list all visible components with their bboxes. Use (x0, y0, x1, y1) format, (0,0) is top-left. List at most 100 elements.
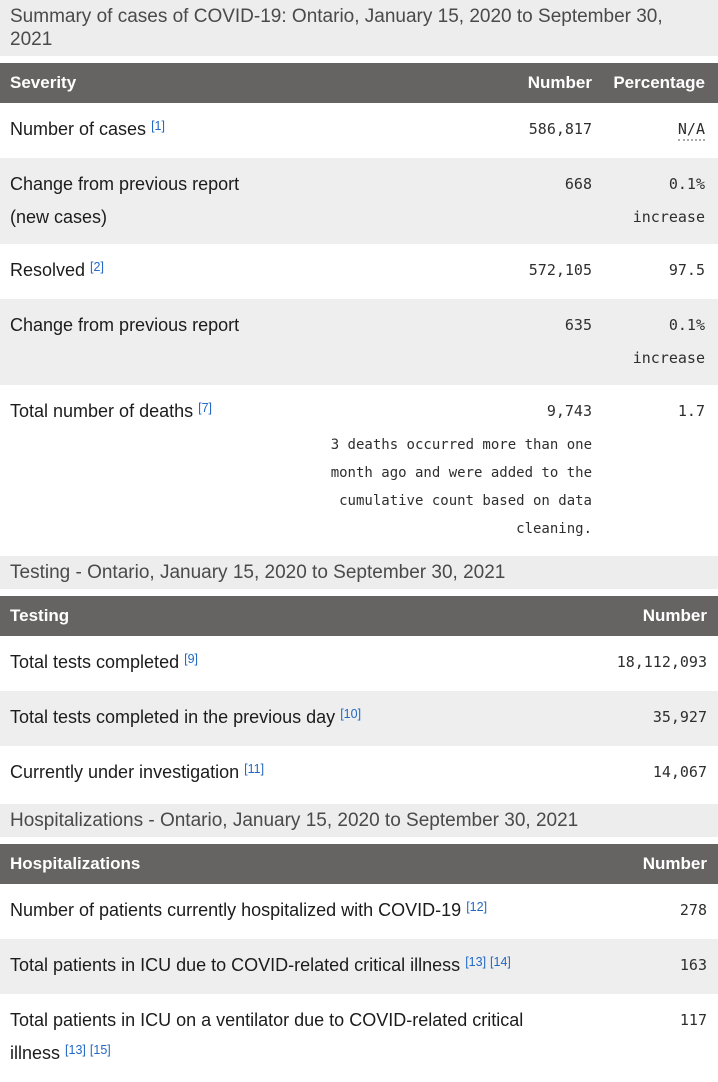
testing-section: Testing - Ontario, January 15, 2020 to S… (0, 556, 718, 801)
value-cell: 35,927 (588, 691, 718, 746)
footnote-link[interactable]: [11] (244, 762, 265, 776)
value-cell: 635 (322, 299, 600, 385)
row-label: Total patients in ICU due to COVID-relat… (10, 955, 461, 975)
value-cell: N/A (600, 103, 718, 158)
hospitalizations-section: Hospitalizations - Ontario, January 15, … (0, 804, 718, 1082)
row-label: Resolved (10, 260, 86, 280)
value-cell: 0.1% increase (600, 158, 718, 244)
column-header-number: Number (322, 63, 600, 103)
header-row: Severity Number Percentage (0, 63, 718, 103)
row-label-cell: Total patients in ICU due to COVID-relat… (0, 939, 588, 994)
value-cell: 9,743 3 deaths occurred more than one mon… (322, 385, 600, 553)
value-text: 18,112,093 (616, 653, 707, 671)
row-label: Currently under investigation (10, 762, 240, 782)
row-label-cell: Total tests completed [9] (0, 636, 588, 691)
footnote-link[interactable]: [7] (198, 401, 213, 415)
value-text: 163 (679, 956, 707, 974)
table-row: Change from previous report 635 0.1% incre… (0, 299, 718, 385)
row-label: Number of cases (10, 119, 147, 139)
value-text: 9,743 (546, 402, 592, 420)
row-label-cell: Total number of deaths [7] (0, 385, 322, 553)
column-header-hospitalizations: Hospitalizations (0, 844, 588, 884)
footnote-link[interactable]: [12] (466, 900, 488, 914)
value-text: 0.1% increase (632, 175, 705, 226)
row-label-cell: Number of cases [1] (0, 103, 322, 158)
value-text: 35,927 (652, 708, 707, 726)
value-cell: 117 (588, 994, 718, 1082)
header-row: Hospitalizations Number (0, 844, 718, 884)
value-text: 572,105 (528, 261, 592, 279)
row-label: Total number of deaths (10, 401, 194, 421)
value-cell: 97.5 (600, 244, 718, 299)
table-body: Number of cases [1] 586,817 N/A Change from … (0, 103, 718, 553)
row-label: Total tests completed (10, 652, 180, 672)
row-label: Change from previous report (new cases) (10, 174, 240, 227)
table-row: Currently under investigation [11] 14,067 (0, 746, 718, 801)
table-header: Severity Number Percentage (0, 63, 718, 103)
row-label-cell: Change from previous report (0, 299, 322, 385)
value-cell: 0.1% increase (600, 299, 718, 385)
value-cell: 163 (588, 939, 718, 994)
table-header: Hospitalizations Number (0, 844, 718, 884)
row-label-cell: Resolved [2] (0, 244, 322, 299)
footnote-link[interactable]: [13] (465, 955, 487, 969)
value-text: 635 (564, 316, 592, 334)
table-caption: Testing - Ontario, January 15, 2020 to S… (0, 556, 718, 589)
value-text: 1.7 (677, 402, 705, 420)
header-row: Testing Number (0, 596, 718, 636)
table-caption: Hospitalizations - Ontario, January 15, … (0, 804, 718, 837)
row-label: Total patients in ICU on a ventilator du… (10, 1010, 524, 1063)
table-body: Total tests completed [9] 18,112,093 Total … (0, 636, 718, 801)
row-label-cell: Total tests completed in the previous da… (0, 691, 588, 746)
footnote-link[interactable]: [14] (490, 955, 511, 969)
table-row: Total patients in ICU due to COVID-relat… (0, 939, 718, 994)
footnote-link[interactable]: [10] (340, 707, 362, 721)
value-cell: 572,105 (322, 244, 600, 299)
value-text: 586,817 (528, 120, 592, 138)
table-row: Number of patients currently hospitalize… (0, 884, 718, 939)
value-text: 97.5 (668, 261, 705, 279)
value-cell: 1.7 (600, 385, 718, 553)
table-row: Total patients in ICU on a ventilator du… (0, 994, 718, 1082)
row-label-cell: Currently under investigation [11] (0, 746, 588, 801)
value-cell: 14,067 (588, 746, 718, 801)
column-header-severity: Severity (0, 63, 322, 103)
row-label: Change from previous report (10, 315, 240, 335)
value-text: 0.1% increase (632, 316, 705, 367)
value-cell: 278 (588, 884, 718, 939)
table-body: Number of patients currently hospitalize… (0, 884, 718, 1082)
table-header: Testing Number (0, 596, 718, 636)
table-row: Number of cases [1] 586,817 N/A (0, 103, 718, 158)
severity-table: Severity Number Percentage Number of cases… (0, 63, 718, 553)
value-text: 278 (679, 901, 707, 919)
footnote-link[interactable]: [15] (89, 1043, 111, 1057)
table-row: Change from previous report (new cases) 6… (0, 158, 718, 244)
value-text: N/A (677, 120, 705, 141)
footnote-link[interactable]: [2] (90, 260, 104, 274)
hospitalizations-table: Hospitalizations Number Number of patient… (0, 844, 718, 1082)
column-header-number: Number (588, 596, 718, 636)
table-row: Total number of deaths [7] 9,743 3 deaths o… (0, 385, 718, 553)
row-label: Total tests completed in the previous da… (10, 707, 336, 727)
table-row: Total tests completed in the previous da… (0, 691, 718, 746)
column-header-number: Number (588, 844, 718, 884)
value-text: 117 (679, 1011, 707, 1029)
table-caption: Summary of cases of COVID-19: Ontario, J… (0, 0, 718, 56)
column-header-percentage: Percentage (600, 63, 718, 103)
row-label-cell: Number of patients currently hospitalize… (0, 884, 588, 939)
row-label-cell: Change from previous report (new cases) (0, 158, 322, 244)
table-row: Resolved [2] 572,105 97.5 (0, 244, 718, 299)
value-cell: 668 (322, 158, 600, 244)
value-text: 668 (564, 175, 592, 193)
testing-table: Testing Number Total tests completed [9] 18… (0, 596, 718, 801)
footnote-link[interactable]: [13] (65, 1043, 86, 1057)
footnote-link[interactable]: [1] (151, 119, 165, 133)
value-cell: 18,112,093 (588, 636, 718, 691)
footnote-link[interactable]: [9] (184, 652, 198, 666)
data-cleaning-note: 3 deaths occurred more than one month ag… (330, 437, 592, 537)
row-label-cell: Total patients in ICU on a ventilator du… (0, 994, 588, 1082)
row-label: Number of patients currently hospitalize… (10, 900, 462, 920)
table-row: Total tests completed [9] 18,112,093 (0, 636, 718, 691)
severity-summary-section: Summary of cases of COVID-19: Ontario, J… (0, 0, 718, 553)
value-cell: 586,817 (322, 103, 600, 158)
